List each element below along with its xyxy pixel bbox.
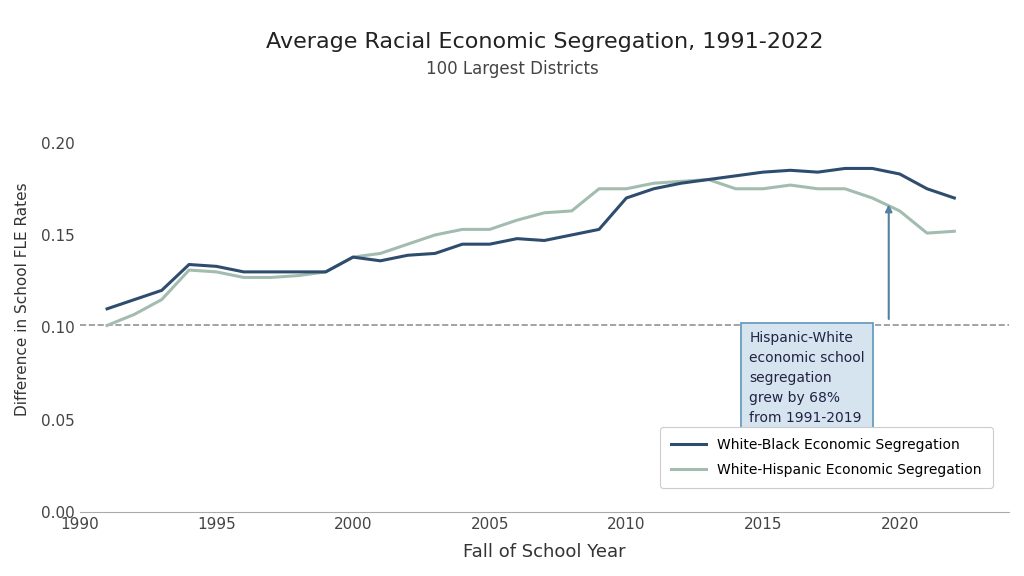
White-Black Economic Segregation <box>374 257 386 264</box>
White-Hispanic Economic Segregation <box>374 250 386 257</box>
White-Black Economic Segregation <box>675 180 687 187</box>
White-Black Economic Segregation <box>210 263 222 270</box>
White-Black Economic Segregation <box>511 235 523 242</box>
White-Black Economic Segregation <box>101 305 114 312</box>
White-Hispanic Economic Segregation <box>511 217 523 223</box>
White-Hispanic Economic Segregation <box>757 185 769 192</box>
White-Hispanic Economic Segregation <box>319 268 332 275</box>
Title: Average Racial Economic Segregation, 1991-2022: Average Racial Economic Segregation, 199… <box>265 32 823 52</box>
White-Hispanic Economic Segregation <box>128 311 140 318</box>
White-Hispanic Economic Segregation <box>401 241 414 248</box>
White-Black Economic Segregation <box>156 287 168 294</box>
White-Hispanic Economic Segregation <box>457 226 469 233</box>
White-Black Economic Segregation <box>128 296 140 303</box>
White-Hispanic Economic Segregation <box>292 272 304 279</box>
White-Hispanic Economic Segregation <box>812 185 824 192</box>
White-Black Economic Segregation <box>784 167 797 174</box>
White-Black Economic Segregation <box>265 268 278 275</box>
White-Black Economic Segregation <box>729 172 741 179</box>
White-Hispanic Economic Segregation <box>702 176 715 183</box>
X-axis label: Fall of School Year: Fall of School Year <box>463 543 626 561</box>
Text: Hispanic-White
economic school
segregation
grew by 68%
from 1991-2019: Hispanic-White economic school segregati… <box>750 331 865 425</box>
Legend: White-Black Economic Segregation, White-Hispanic Economic Segregation: White-Black Economic Segregation, White-… <box>660 427 992 488</box>
White-Hispanic Economic Segregation <box>675 178 687 185</box>
White-Hispanic Economic Segregation <box>839 185 851 192</box>
White-Black Economic Segregation <box>183 261 196 268</box>
White-Black Economic Segregation <box>483 241 496 248</box>
White-Hispanic Economic Segregation <box>429 232 441 238</box>
White-Black Economic Segregation <box>812 169 824 176</box>
White-Hispanic Economic Segregation <box>483 226 496 233</box>
White-Black Economic Segregation <box>539 237 551 244</box>
White-Hispanic Economic Segregation <box>210 268 222 275</box>
White-Hispanic Economic Segregation <box>593 185 605 192</box>
White-Hispanic Economic Segregation <box>265 274 278 281</box>
White-Hispanic Economic Segregation <box>647 180 659 187</box>
White-Black Economic Segregation <box>894 170 906 177</box>
White-Hispanic Economic Segregation <box>894 207 906 214</box>
White-Black Economic Segregation <box>593 226 605 233</box>
White-Hispanic Economic Segregation <box>539 209 551 216</box>
White-Hispanic Economic Segregation <box>101 322 114 329</box>
White-Hispanic Economic Segregation <box>565 207 578 214</box>
White-Hispanic Economic Segregation <box>238 274 250 281</box>
White-Hispanic Economic Segregation <box>866 195 879 202</box>
White-Black Economic Segregation <box>565 232 578 238</box>
White-Black Economic Segregation <box>866 165 879 172</box>
White-Black Economic Segregation <box>401 252 414 259</box>
White-Black Economic Segregation <box>238 268 250 275</box>
White-Black Economic Segregation <box>921 185 933 192</box>
White-Black Economic Segregation <box>292 268 304 275</box>
White-Black Economic Segregation <box>319 268 332 275</box>
White-Black Economic Segregation <box>621 195 633 202</box>
White-Hispanic Economic Segregation <box>347 253 359 260</box>
White-Hispanic Economic Segregation <box>948 228 961 234</box>
White-Black Economic Segregation <box>429 250 441 257</box>
White-Black Economic Segregation <box>948 195 961 202</box>
White-Black Economic Segregation <box>457 241 469 248</box>
White-Hispanic Economic Segregation <box>621 185 633 192</box>
White-Hispanic Economic Segregation <box>729 185 741 192</box>
White-Hispanic Economic Segregation <box>921 230 933 237</box>
White-Black Economic Segregation <box>702 176 715 183</box>
Line: White-Hispanic Economic Segregation: White-Hispanic Economic Segregation <box>108 180 954 325</box>
Y-axis label: Difference in School FLE Rates: Difference in School FLE Rates <box>15 183 30 416</box>
White-Black Economic Segregation <box>347 253 359 260</box>
Line: White-Black Economic Segregation: White-Black Economic Segregation <box>108 168 954 309</box>
White-Hispanic Economic Segregation <box>183 267 196 274</box>
White-Hispanic Economic Segregation <box>784 181 797 188</box>
White-Black Economic Segregation <box>757 169 769 176</box>
White-Hispanic Economic Segregation <box>156 296 168 303</box>
White-Black Economic Segregation <box>839 165 851 172</box>
White-Black Economic Segregation <box>647 185 659 192</box>
Text: 100 Largest Districts: 100 Largest Districts <box>426 60 598 78</box>
